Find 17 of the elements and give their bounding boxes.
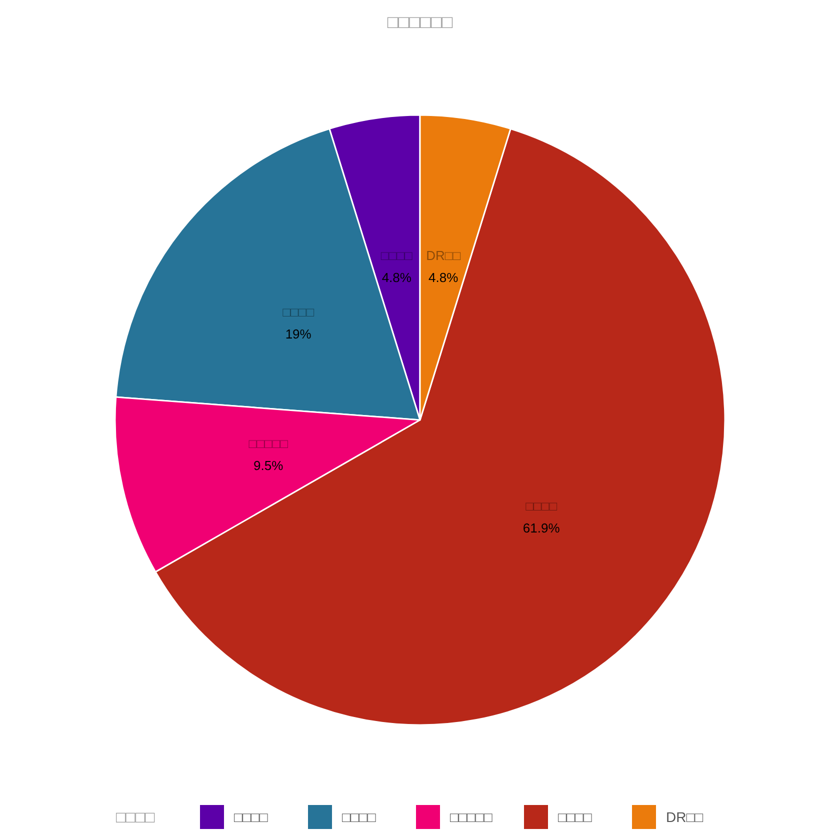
legend-title: □□□□ — [116, 810, 155, 826]
data-label: 61.9% — [522, 520, 560, 536]
slice-label: DR□□ — [426, 248, 461, 263]
data-label: 4.8% — [382, 270, 412, 285]
chart-title: □□□□□□ — [387, 12, 453, 32]
legend-label: □□□□ — [234, 809, 268, 825]
data-label: 4.8% — [428, 270, 459, 285]
slice-label: □□□□ — [282, 304, 314, 320]
legend-label: □□□□□ — [450, 809, 493, 825]
legend-label: DR□□ — [666, 809, 704, 825]
legend-label: □□□□ — [558, 809, 592, 825]
slice-label: □□□□ — [380, 248, 412, 263]
data-label: 9.5% — [254, 458, 284, 473]
data-label: 19% — [285, 326, 312, 342]
slice-label: □□□□□ — [248, 436, 288, 451]
slice-label: □□□□ — [526, 498, 558, 514]
legend-label: □□□□ — [342, 809, 376, 825]
